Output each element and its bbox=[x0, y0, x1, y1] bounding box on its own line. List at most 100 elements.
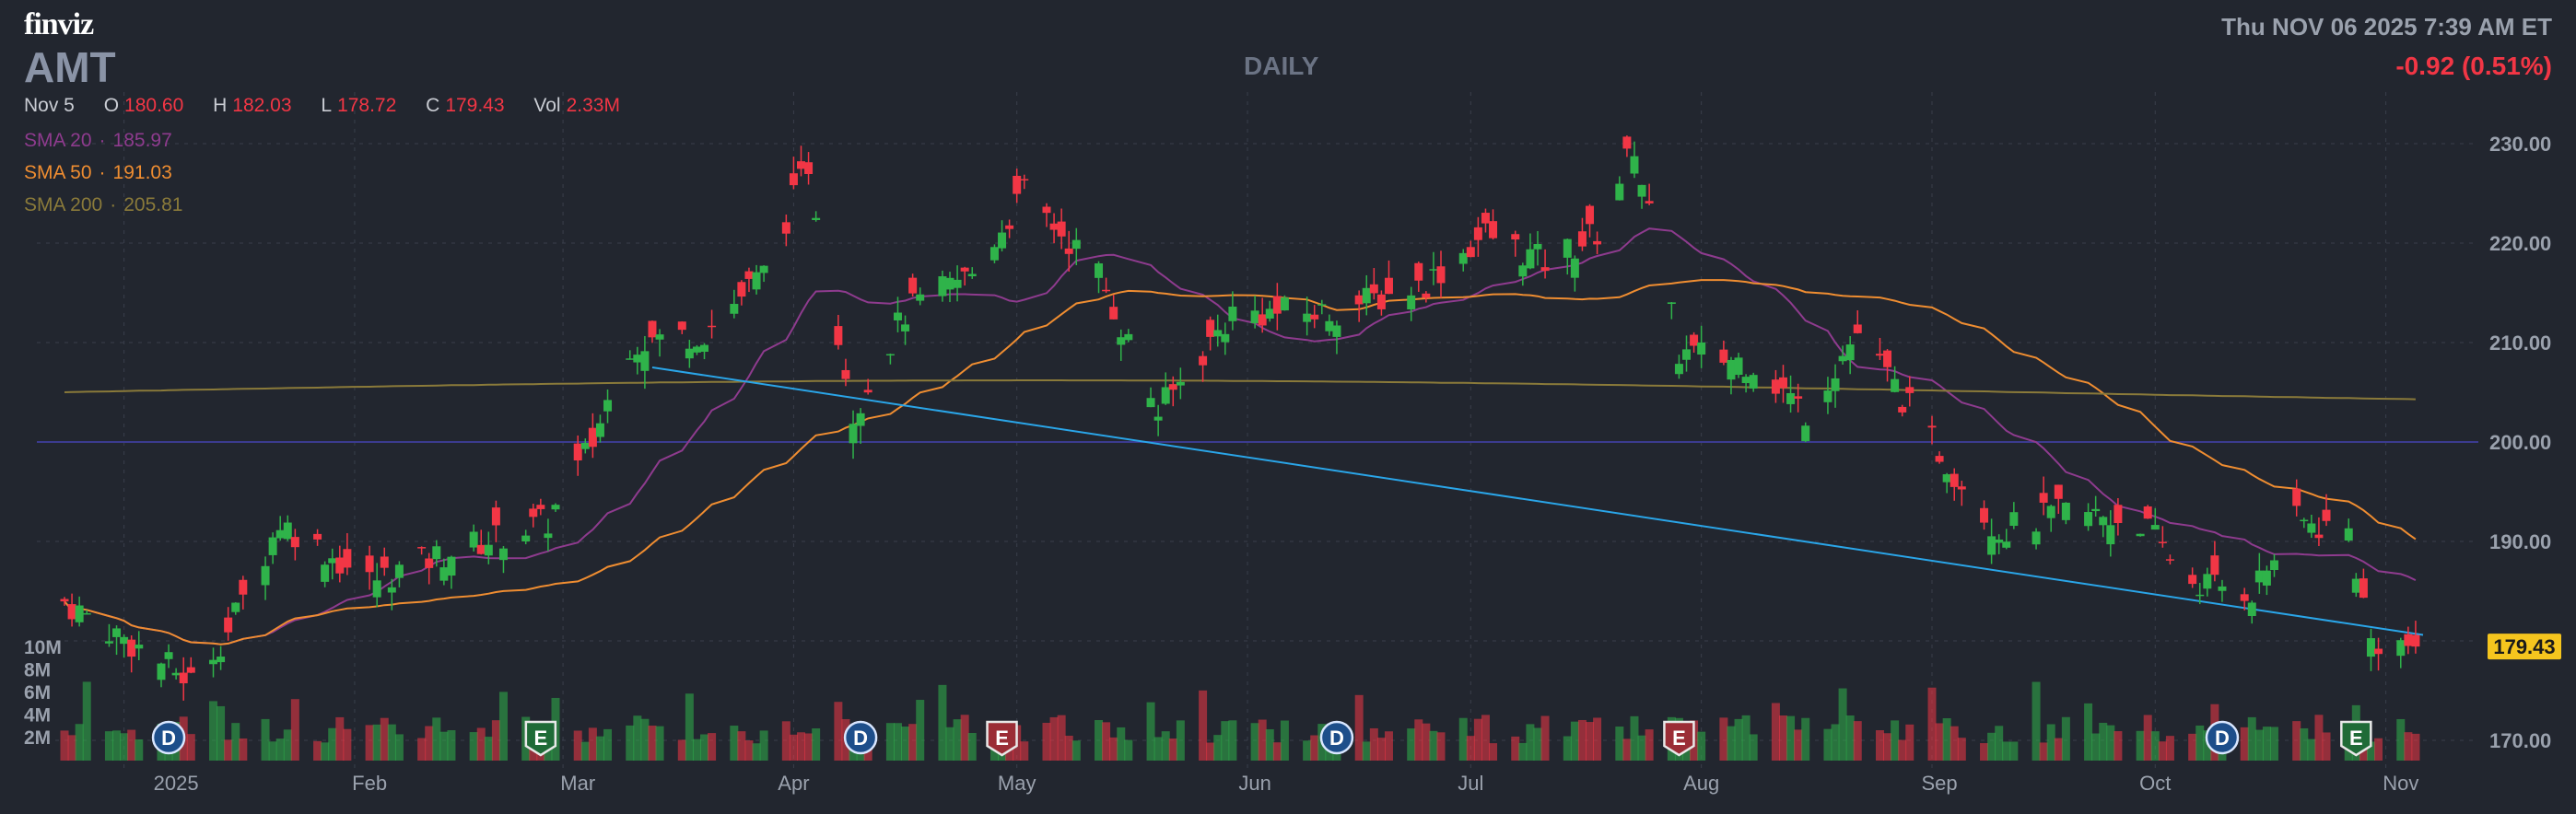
x-tick-label: Oct bbox=[2139, 772, 2171, 795]
candlesticks[interactable] bbox=[60, 135, 2420, 701]
candle-body bbox=[796, 161, 805, 169]
chart-datetime: Thu NOV 06 2025 7:39 AM ET bbox=[2221, 13, 2552, 41]
sma20-legend[interactable]: SMA 20 · 185.97 bbox=[24, 130, 172, 151]
volume-bar bbox=[1853, 721, 1862, 761]
candle bbox=[2411, 621, 2420, 654]
candle-body bbox=[1540, 267, 1550, 272]
candle-body bbox=[588, 427, 597, 448]
candle bbox=[1891, 366, 1900, 393]
volume-bar bbox=[1489, 743, 1498, 761]
candle bbox=[498, 546, 508, 574]
candle bbox=[603, 390, 613, 424]
candle-body bbox=[2404, 634, 2413, 646]
candle-body bbox=[1667, 302, 1676, 305]
close-value: 179.43 bbox=[445, 95, 505, 116]
candle-body bbox=[1481, 213, 1490, 224]
candle bbox=[2032, 528, 2041, 550]
candle bbox=[447, 555, 456, 589]
candle-body bbox=[2084, 512, 2093, 527]
candle bbox=[2106, 510, 2115, 557]
candle bbox=[1905, 376, 1914, 407]
volume-bar bbox=[1950, 726, 1959, 761]
candle bbox=[1586, 204, 1595, 238]
candle bbox=[2002, 529, 2011, 550]
candle-body bbox=[1823, 390, 1832, 402]
candle-body bbox=[1794, 396, 1803, 399]
volume-bar bbox=[834, 702, 843, 761]
candle-body bbox=[2374, 648, 2383, 655]
candle bbox=[655, 329, 664, 357]
candle-body bbox=[1682, 349, 1692, 360]
candle bbox=[544, 518, 553, 552]
candle bbox=[1176, 367, 1185, 400]
last-price-tag bbox=[2488, 634, 2561, 660]
candle-body bbox=[2300, 519, 2309, 522]
candle-body bbox=[2366, 638, 2375, 657]
candle-body bbox=[1586, 205, 1595, 225]
sma200-legend[interactable]: SMA 200 · 205.81 bbox=[24, 194, 183, 215]
candle bbox=[1645, 183, 1654, 205]
candle-body bbox=[1690, 334, 1699, 346]
volume-bar bbox=[2247, 716, 2256, 761]
volume-bar bbox=[275, 738, 285, 761]
volume-bar bbox=[2300, 727, 2309, 761]
volume-bar bbox=[1905, 724, 1914, 761]
candle bbox=[425, 552, 434, 585]
volume-bar bbox=[633, 715, 642, 761]
x-tick-label: Mar bbox=[560, 772, 595, 795]
chart-grid bbox=[37, 92, 2478, 772]
candle-body bbox=[1280, 297, 1289, 311]
candle bbox=[1883, 349, 1892, 382]
sma50-legend[interactable]: SMA 50 · 191.03 bbox=[24, 162, 172, 183]
candle bbox=[685, 340, 694, 368]
candle bbox=[1577, 217, 1587, 251]
candle-body bbox=[1741, 377, 1751, 384]
volume-bar bbox=[231, 723, 240, 761]
volume-bar bbox=[2314, 715, 2324, 761]
volume-bar bbox=[209, 701, 218, 761]
candle bbox=[989, 244, 999, 263]
candle bbox=[1637, 184, 1646, 209]
candle-body bbox=[1489, 221, 1498, 238]
candle bbox=[179, 657, 188, 701]
candle-body bbox=[179, 672, 188, 684]
volume-bar bbox=[1161, 731, 1170, 761]
candle bbox=[901, 315, 910, 345]
candle bbox=[1853, 310, 1862, 334]
candle-body bbox=[335, 557, 345, 574]
candle-body bbox=[439, 567, 449, 581]
candle bbox=[708, 309, 717, 339]
candle bbox=[1466, 240, 1475, 258]
finviz-logo[interactable]: finviz bbox=[24, 7, 94, 41]
candle bbox=[1630, 141, 1639, 179]
candle-body bbox=[1176, 381, 1185, 386]
volume-bar bbox=[916, 700, 925, 761]
candle-body bbox=[1875, 354, 1884, 356]
volume-bar bbox=[1146, 702, 1155, 761]
candle bbox=[2165, 554, 2174, 565]
volume-bar bbox=[2150, 731, 2160, 761]
candle-body bbox=[469, 531, 478, 548]
volume-bar bbox=[960, 715, 969, 761]
candle-body bbox=[529, 508, 538, 517]
candle-body bbox=[1199, 355, 1208, 366]
candle-body bbox=[484, 544, 493, 556]
candle bbox=[1593, 231, 1602, 255]
volume-bar bbox=[1845, 715, 1855, 761]
volume-bar bbox=[432, 717, 441, 761]
candle bbox=[529, 504, 538, 528]
volume-bar bbox=[1265, 728, 1274, 761]
candle bbox=[588, 413, 597, 459]
volume-bar bbox=[2099, 722, 2108, 761]
candle bbox=[1310, 305, 1319, 329]
volume-bar bbox=[1786, 715, 1796, 761]
candle bbox=[127, 635, 136, 673]
ohlc-readout: Nov 5 O 180.60 H 182.03 L 178.72 C 179.43 Vo… bbox=[24, 95, 620, 117]
candle bbox=[1697, 325, 1706, 368]
candle-body bbox=[1117, 337, 1126, 345]
volume-bar bbox=[321, 742, 330, 761]
volume-bar bbox=[1741, 715, 1751, 761]
candle bbox=[730, 289, 739, 319]
